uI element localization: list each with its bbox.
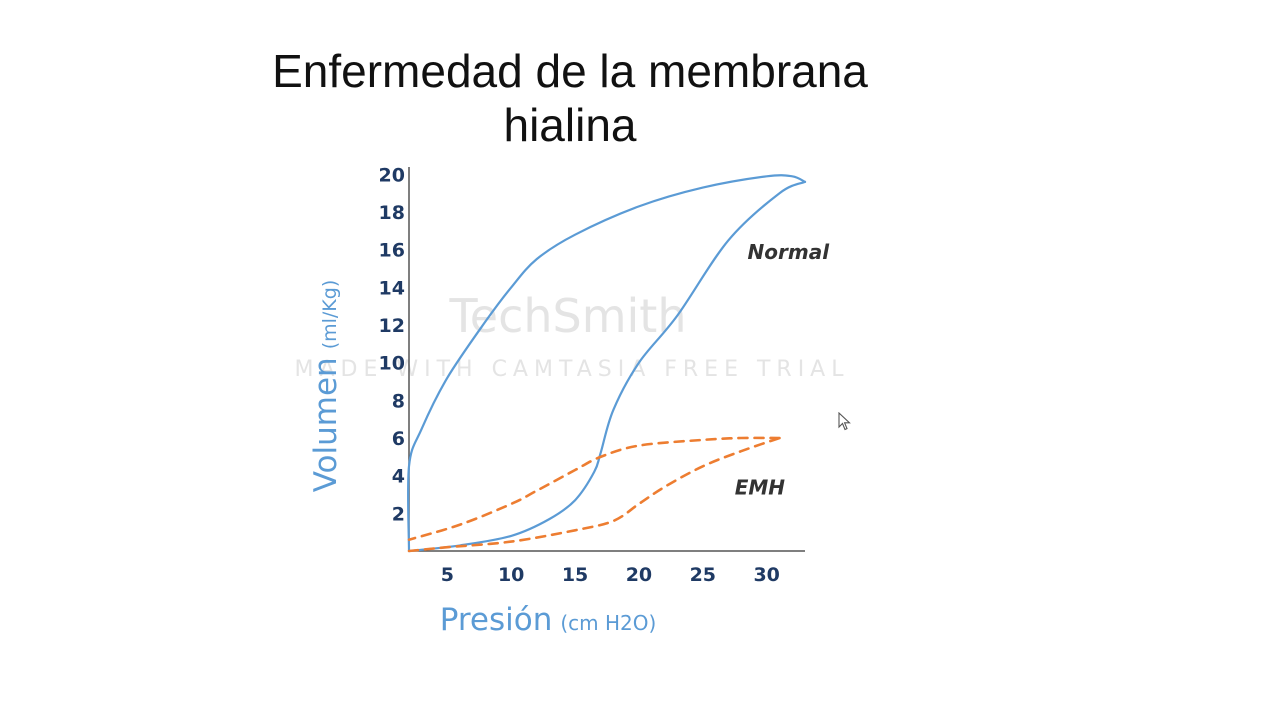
y-tick-label: 20 — [379, 164, 405, 186]
y-axis-unit: (ml/Kg) — [319, 280, 341, 350]
y-tick-label: 14 — [379, 277, 405, 299]
y-tick-label: 10 — [379, 353, 405, 375]
slide-title-line-1: Enfermedad de la membrana — [272, 45, 868, 97]
y-tick-label: 2 — [392, 503, 405, 525]
x-tick-label: 20 — [626, 564, 652, 586]
x-tick-label: 10 — [498, 564, 524, 586]
series-emh-inflation-line — [407, 436, 781, 553]
series-normal-inflation-line — [406, 174, 807, 553]
watermark-brand: TechSmith — [448, 289, 686, 343]
y-tick-label: 12 — [379, 315, 405, 337]
series-emh-deflation-line — [407, 436, 781, 541]
x-axis-unit: (cm H2O) — [560, 611, 656, 635]
plot-area: 5 10 15 20 25 30 2 4 6 8 10 12 14 16 18 20 Normal EMH — [379, 164, 831, 586]
x-tick-label: 25 — [690, 564, 716, 586]
slide-title: Enfermedad de la membrana hialina — [200, 44, 940, 152]
y-axis-title: Volumen (ml/Kg) — [308, 280, 344, 493]
watermark-notice: MADE WITH CAMTASIA FREE TRIAL — [294, 357, 849, 382]
y-tick-label: 16 — [379, 240, 405, 262]
y-tick-label: 8 — [392, 390, 405, 412]
y-tick-label: 18 — [379, 202, 405, 224]
series-normal-deflation-line — [407, 180, 807, 553]
x-tick-label: 30 — [753, 564, 779, 586]
y-tick-label: 6 — [392, 428, 405, 450]
x-axis-title: Presión (cm H2O) — [440, 602, 657, 638]
series-emh-label: EMH — [735, 476, 786, 500]
y-axis-title-text: Volumen — [308, 357, 344, 492]
x-tick-label: 15 — [562, 564, 588, 586]
mouse-cursor-icon — [838, 412, 851, 431]
y-tick-label: 4 — [392, 466, 405, 488]
slide-title-line-2: hialina — [503, 99, 637, 151]
x-axis-title-text: Presión — [440, 602, 553, 638]
x-tick-label: 5 — [441, 564, 454, 586]
series-normal-label: Normal — [748, 240, 831, 264]
